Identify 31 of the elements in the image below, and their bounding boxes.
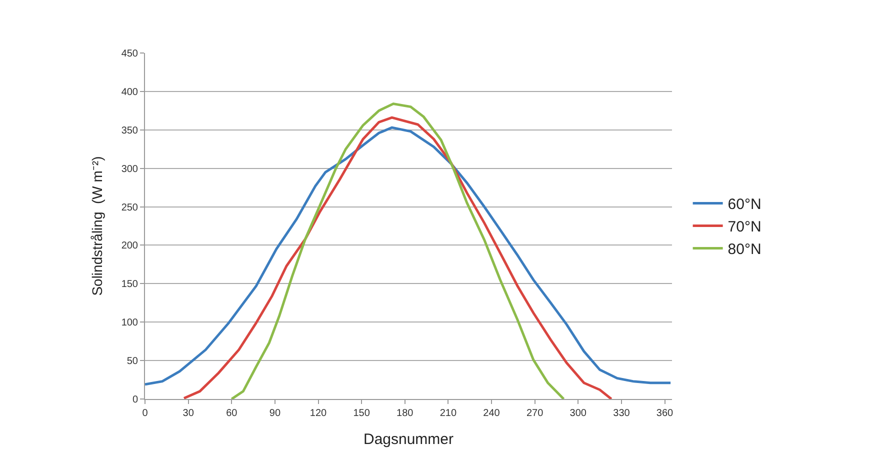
- x-tick-label: 300: [570, 408, 587, 419]
- x-tick-label: 0: [142, 408, 148, 419]
- line-series: [145, 126, 672, 386]
- x-tick-label: 60: [226, 408, 238, 419]
- x-axis-title: Dagsnummer: [363, 431, 454, 448]
- line-series: [230, 102, 565, 399]
- line-series: [182, 116, 613, 399]
- y-tick-label: 350: [121, 125, 138, 136]
- y-tick-label: 100: [121, 318, 138, 329]
- x-tick-label: 330: [613, 408, 630, 419]
- x-tick-label: 30: [182, 408, 194, 419]
- legend-label: 80°N: [728, 241, 762, 258]
- x-tick-label: 270: [526, 408, 544, 419]
- x-tick-label: 240: [483, 408, 500, 419]
- x-tick-label: 180: [396, 408, 414, 419]
- x-tick-label: 120: [310, 408, 328, 419]
- y-tick-label: 250: [121, 202, 138, 214]
- legend-label: 70°N: [728, 218, 762, 236]
- x-tick-label: 150: [353, 408, 370, 419]
- y-tick-label: 400: [121, 86, 138, 98]
- y-tick-label: 50: [126, 356, 138, 368]
- y-tick-label: 300: [121, 164, 138, 175]
- y-tick-label: 200: [121, 240, 138, 252]
- legend-label: 60°N: [728, 196, 762, 214]
- x-tick-label: 90: [269, 408, 281, 419]
- x-tick-label: 210: [440, 408, 457, 419]
- y-tick-label: 150: [121, 279, 138, 290]
- y-tick-label: 0: [132, 394, 138, 406]
- y-tick-label: 450: [121, 48, 138, 60]
- x-tick-label: 360: [656, 408, 674, 419]
- y-axis-title: Solindstråling (W m⁻²): [88, 156, 105, 296]
